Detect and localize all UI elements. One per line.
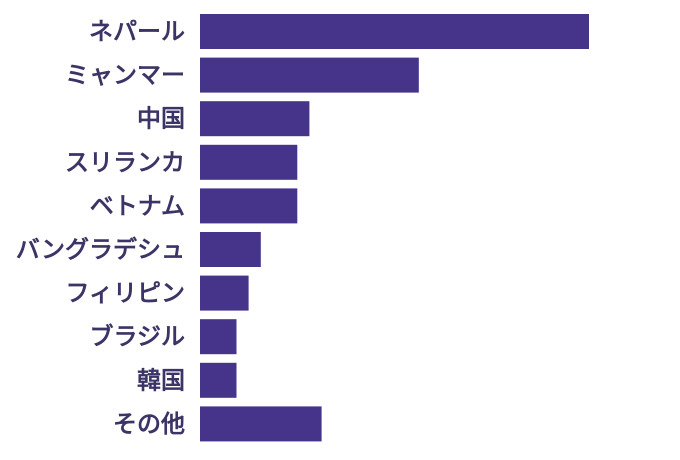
category-label-6: フィリピン [65,279,185,307]
bar-4 [200,188,298,224]
category-label-2: 中国 [137,105,185,133]
category-label-7: ブラジル [89,323,185,351]
category-label-0: ネパール [89,18,185,46]
bar-5 [200,232,261,267]
bars [200,14,589,442]
category-label-1: ミャンマー [65,61,185,89]
bar-3 [200,144,298,180]
category-label-5: バングラデシュ [16,236,185,264]
category-label-4: ベトナム [90,192,185,220]
bar-2 [200,101,310,137]
category-label-3: スリランカ [65,148,185,176]
category-label-8: 韓国 [137,366,185,394]
bar-9 [200,406,322,442]
bar-7 [200,319,237,355]
category-labels: ネパールミャンマー中国スリランカベトナムバングラデシュフィリピンブラジル韓国その… [16,18,185,438]
category-label-9: その他 [113,410,185,438]
bar-8 [200,362,237,398]
bar-1 [200,57,419,93]
bar-0 [200,14,589,49]
bar-6 [200,275,249,311]
